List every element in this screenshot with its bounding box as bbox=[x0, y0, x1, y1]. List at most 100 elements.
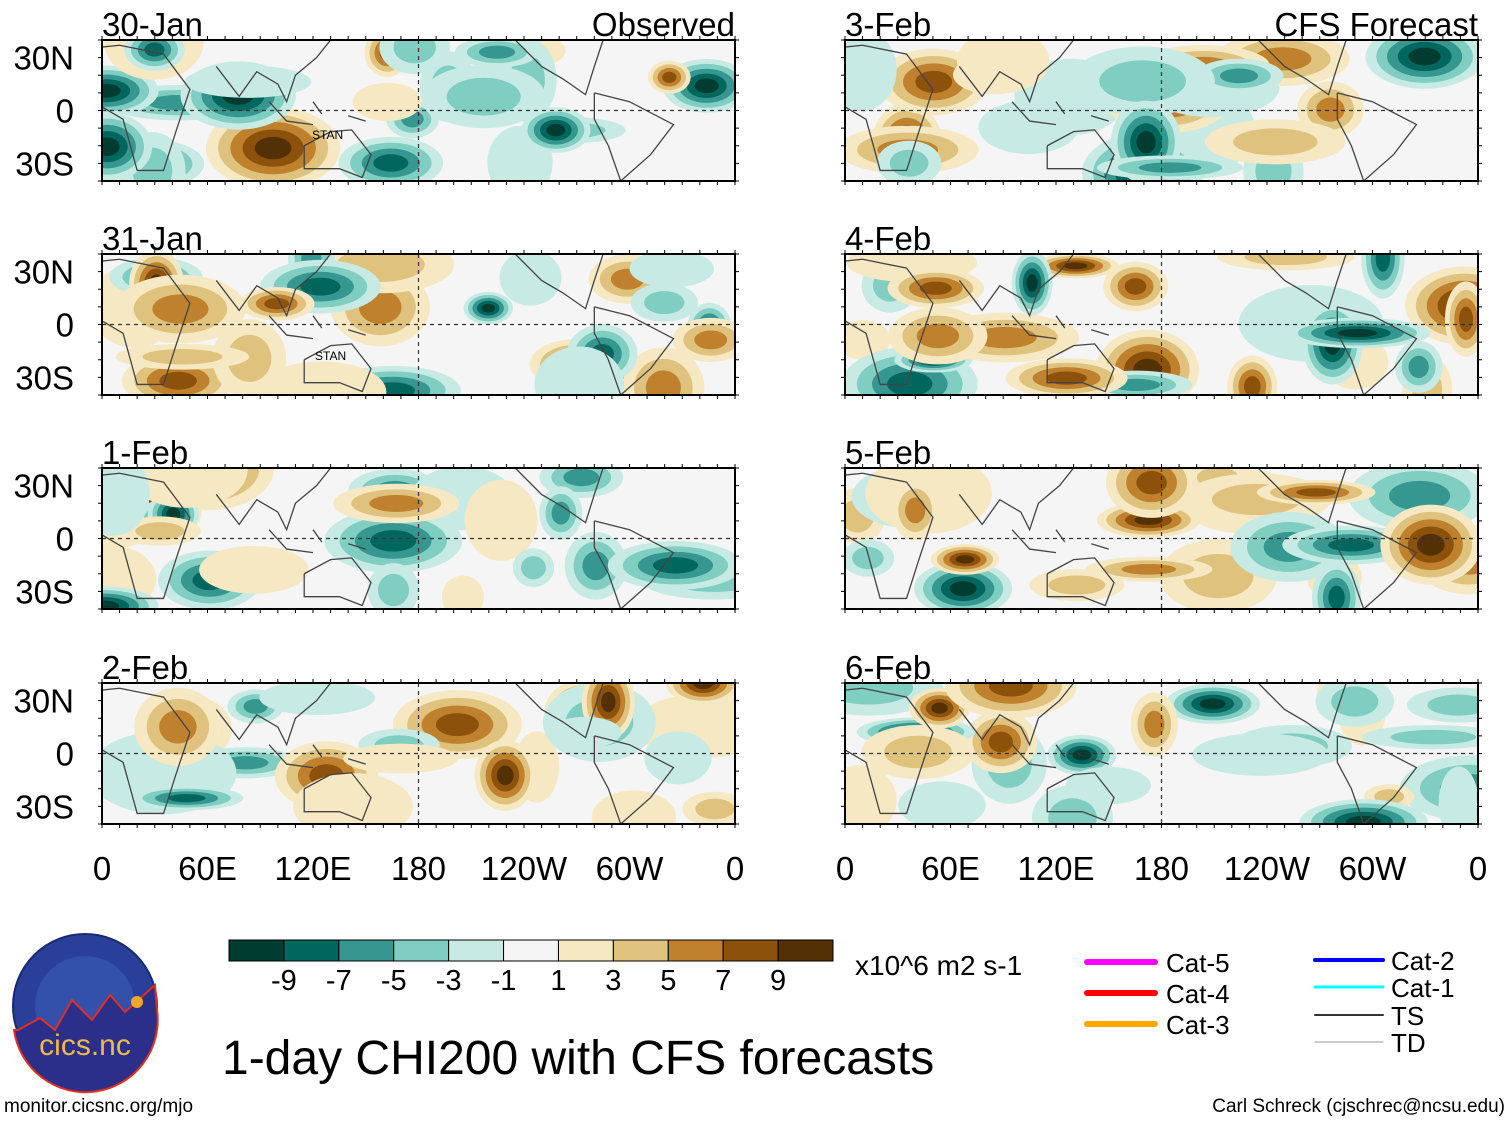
lat-label: 30S bbox=[15, 788, 74, 825]
positive-anomaly-contour bbox=[1316, 97, 1345, 122]
positive-anomaly-contour bbox=[1459, 306, 1474, 332]
lon-label: 0 bbox=[93, 850, 111, 887]
lon-label: 60W bbox=[596, 850, 665, 887]
negative-anomaly-contour bbox=[534, 346, 624, 395]
panel-date: 6-Feb bbox=[845, 649, 931, 686]
legend-label: Cat-5 bbox=[1166, 948, 1230, 978]
negative-anomaly-contour bbox=[1390, 729, 1477, 745]
negative-anomaly-contour bbox=[1346, 815, 1382, 824]
legend-label: TD bbox=[1391, 1028, 1426, 1058]
lat-label: 30N bbox=[13, 254, 74, 291]
positive-anomaly-contour bbox=[135, 522, 185, 540]
positive-anomaly-contour bbox=[254, 136, 292, 160]
colorbar-tick-label: -9 bbox=[271, 965, 297, 997]
positive-anomaly-contour bbox=[343, 743, 458, 774]
lat-label: 30S bbox=[15, 573, 74, 610]
cics-logo: cics.nc bbox=[12, 933, 159, 1094]
positive-anomaly-contour bbox=[601, 691, 616, 713]
panel-date: 31-Jan bbox=[102, 220, 203, 257]
logo-wordmark: cics.nc bbox=[39, 1029, 131, 1062]
negative-anomaly-contour bbox=[370, 530, 417, 552]
negative-anomaly-contour bbox=[102, 83, 121, 98]
positive-anomaly-contour bbox=[464, 479, 538, 561]
map-panel-31-jan: 31-Jan STAN bbox=[98, 220, 739, 399]
positive-anomaly-contour bbox=[1136, 470, 1167, 495]
negative-anomaly-contour bbox=[102, 600, 120, 609]
negative-anomaly-contour bbox=[1199, 698, 1226, 710]
coastlines bbox=[102, 40, 675, 181]
negative-anomaly-contour bbox=[1026, 274, 1038, 292]
negative-anomaly-contour bbox=[1408, 355, 1429, 379]
positive-anomaly-contour bbox=[931, 702, 948, 714]
negative-anomaly-contour bbox=[549, 716, 622, 749]
negative-anomaly-contour bbox=[102, 137, 120, 156]
colorbar-tick-label: -1 bbox=[491, 965, 517, 997]
positive-anomaly-contour bbox=[955, 555, 975, 564]
colorbar-swatch bbox=[722, 939, 779, 962]
footer-url: monitor.cicsnc.org/mjo bbox=[4, 1096, 193, 1117]
negative-anomaly-contour bbox=[1389, 480, 1451, 511]
lon-label: 120E bbox=[1017, 850, 1094, 887]
negative-anomaly-contour bbox=[644, 731, 712, 785]
map-panel-6-feb: 6-Feb bbox=[841, 649, 1482, 828]
lon-label: 0 bbox=[726, 850, 744, 887]
panel-date: 1-Feb bbox=[102, 434, 188, 471]
positive-anomaly-contour bbox=[1144, 710, 1165, 739]
negative-anomaly-contour bbox=[949, 581, 977, 597]
legend-label: Cat-2 bbox=[1391, 946, 1455, 976]
positive-anomaly-contour bbox=[1417, 533, 1445, 556]
positive-anomaly-contour bbox=[693, 683, 714, 690]
storm-marker-label: STAN bbox=[312, 128, 343, 142]
lon-label: 120E bbox=[274, 850, 351, 887]
negative-anomaly-contour bbox=[644, 290, 685, 315]
positive-anomaly-contour bbox=[1046, 371, 1087, 385]
negative-anomaly-contour bbox=[582, 551, 610, 581]
positive-anomaly-contour bbox=[845, 765, 897, 824]
positive-anomaly-contour bbox=[264, 298, 290, 310]
colorbar-tick-label: 3 bbox=[605, 965, 621, 997]
figure-title: 1-day CHI200 with CFS forecasts bbox=[222, 1032, 934, 1085]
positive-anomaly-contour bbox=[1244, 254, 1328, 266]
colorbar-swatch bbox=[503, 939, 559, 962]
map-panel-1-feb: 1-Feb bbox=[98, 434, 739, 613]
colorbar-tick-label: 9 bbox=[770, 965, 786, 997]
negative-anomaly-contour bbox=[1375, 254, 1391, 272]
positive-anomaly-contour bbox=[972, 326, 1037, 349]
positive-anomaly-contour bbox=[227, 334, 272, 382]
legend-label: Cat-4 bbox=[1166, 979, 1230, 1009]
colorbar: -9 -7 -5 -3 -1 1 3 5 7 9 x10^6 m2 s-1 bbox=[228, 939, 1022, 997]
lat-label: 30N bbox=[13, 40, 74, 77]
lon-label: 120W bbox=[1224, 850, 1311, 887]
panel-date: 4-Feb bbox=[845, 220, 931, 257]
negative-anomaly-contour bbox=[1065, 766, 1151, 805]
negative-anomaly-contour bbox=[546, 123, 566, 137]
negative-anomaly-contour bbox=[1337, 328, 1378, 338]
colorbar-tick-label: 1 bbox=[550, 965, 566, 997]
negative-anomaly-contour bbox=[845, 40, 897, 111]
map-panel-2-feb: 2-Feb bbox=[98, 649, 739, 828]
colorbar-tick-label: -7 bbox=[326, 965, 352, 997]
colorbar-tick-label: 7 bbox=[715, 965, 731, 997]
positive-anomaly-contour bbox=[1121, 563, 1177, 575]
colorbar-tick-label: 5 bbox=[660, 965, 676, 997]
negative-anomaly-contour bbox=[478, 45, 516, 59]
negative-anomaly-contour bbox=[393, 40, 436, 64]
negative-anomaly-contour bbox=[1048, 798, 1097, 824]
panel-date: 2-Feb bbox=[102, 649, 188, 686]
positive-anomaly-contour bbox=[956, 40, 1050, 93]
panel-date: 3-Feb bbox=[845, 6, 931, 43]
positive-anomaly-contour bbox=[1243, 376, 1261, 395]
positive-anomaly-contour bbox=[695, 798, 735, 820]
positive-anomaly-contour bbox=[1048, 575, 1106, 595]
negative-anomaly-contour bbox=[551, 501, 571, 525]
lon-label: 0 bbox=[836, 850, 854, 887]
observed-label: Observed bbox=[592, 6, 735, 43]
legend-label: Cat-3 bbox=[1166, 1010, 1230, 1040]
negative-anomaly-contour bbox=[563, 468, 600, 487]
negative-anomaly-contour bbox=[1072, 749, 1092, 761]
positive-anomaly-contour bbox=[988, 683, 1033, 697]
negative-anomaly-contour bbox=[1328, 538, 1375, 552]
negative-anomaly-contour bbox=[652, 557, 699, 574]
colorbar-swatch bbox=[777, 939, 834, 962]
negative-anomaly-contour bbox=[102, 468, 150, 536]
